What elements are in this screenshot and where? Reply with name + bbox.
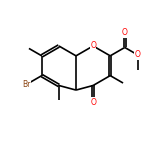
Text: O: O: [90, 41, 96, 50]
Text: O: O: [90, 98, 96, 107]
Text: O: O: [135, 50, 141, 59]
Text: O: O: [122, 28, 128, 37]
Text: Br: Br: [22, 80, 31, 89]
